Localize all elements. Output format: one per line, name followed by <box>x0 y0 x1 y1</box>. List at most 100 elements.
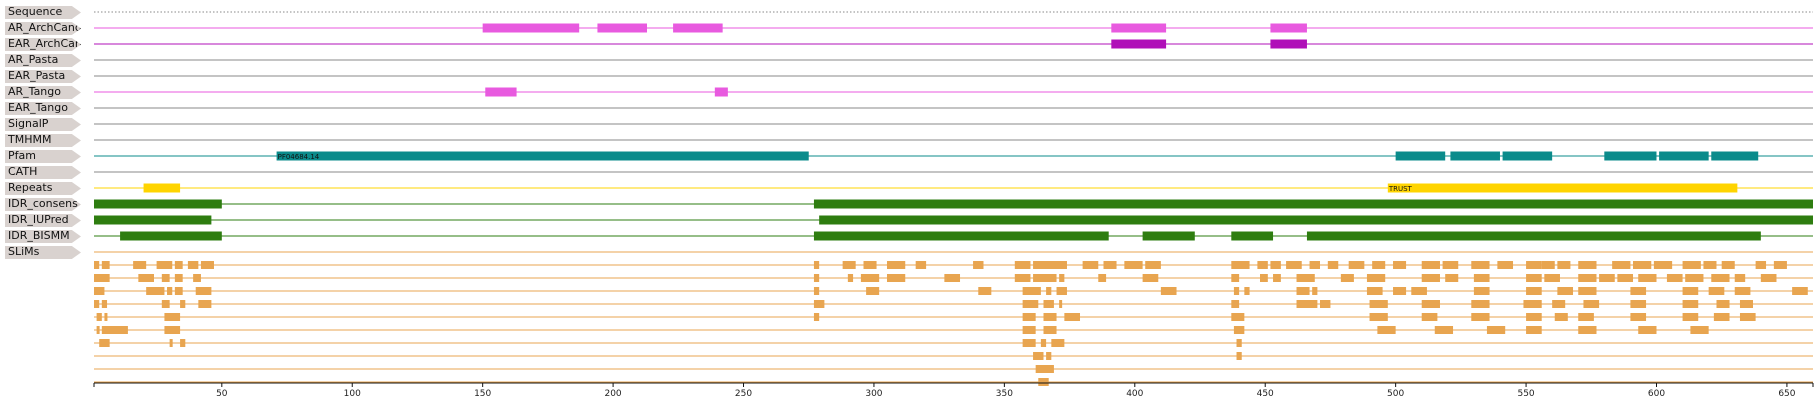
slim-bar[interactable] <box>1617 274 1634 282</box>
slim-bar[interactable] <box>860 274 880 282</box>
slim-bar[interactable] <box>1471 313 1490 321</box>
track-label-ar-tango[interactable]: AR_Tango <box>5 86 81 99</box>
slim-bar[interactable] <box>1578 326 1597 334</box>
slim-bar[interactable] <box>1033 274 1057 282</box>
slim-bar[interactable] <box>1022 339 1036 347</box>
slim-bar[interactable] <box>1046 352 1052 360</box>
slim-bar[interactable] <box>1682 313 1699 321</box>
slim-bar[interactable] <box>104 313 108 321</box>
feature-bar-idr-bismm[interactable] <box>120 231 222 241</box>
slim-bar[interactable] <box>1043 313 1057 321</box>
slim-bar[interactable] <box>156 261 173 269</box>
slim-bar[interactable] <box>169 339 173 347</box>
slim-bar[interactable] <box>1630 287 1647 295</box>
slim-bar[interactable] <box>1231 313 1245 321</box>
slim-bar[interactable] <box>1612 261 1631 269</box>
slim-bar[interactable] <box>1296 287 1310 295</box>
slim-bar[interactable] <box>1393 287 1407 295</box>
slim-bar[interactable] <box>1366 274 1386 282</box>
slim-bar[interactable] <box>1038 378 1049 386</box>
slim-bar[interactable] <box>1471 261 1490 269</box>
slim-bar[interactable] <box>94 300 100 308</box>
feature-bar-idr-consens[interactable] <box>813 199 1813 209</box>
slim-bar[interactable] <box>180 339 186 347</box>
slim-bar[interactable] <box>1630 300 1647 308</box>
slim-bar[interactable] <box>1056 287 1067 295</box>
slim-bar[interactable] <box>1231 300 1240 308</box>
slim-bar[interactable] <box>96 313 102 321</box>
slim-bar[interactable] <box>1033 261 1067 269</box>
slim-bar[interactable] <box>1734 287 1751 295</box>
slim-bar[interactable] <box>180 300 186 308</box>
slim-bar[interactable] <box>1526 287 1542 295</box>
feature-bar-ear-archcandy[interactable] <box>1270 39 1307 49</box>
slim-bar[interactable] <box>1638 274 1657 282</box>
slim-bar[interactable] <box>1366 287 1383 295</box>
track-label-tmhmm[interactable]: TMHMM <box>5 134 81 147</box>
track-label-ar-pasta[interactable]: AR_Pasta <box>5 54 81 67</box>
slim-bar[interactable] <box>138 274 154 282</box>
feature-bar-ear-archcandy[interactable] <box>1111 39 1167 49</box>
track-label-ear-pasta[interactable]: EAR_Pasta <box>5 70 81 83</box>
slim-bar[interactable] <box>1557 261 1571 269</box>
slim-bar[interactable] <box>94 274 110 282</box>
slim-bar[interactable] <box>813 287 820 295</box>
slim-bar[interactable] <box>99 339 110 347</box>
slim-bar[interactable] <box>1043 326 1057 334</box>
slim-bar[interactable] <box>101 300 108 308</box>
slim-bar[interactable] <box>1713 313 1730 321</box>
slim-bar[interactable] <box>94 287 105 295</box>
slim-bar[interactable] <box>1145 261 1161 269</box>
slim-bar[interactable] <box>1022 326 1036 334</box>
track-label-cath[interactable]: CATH <box>5 166 81 179</box>
feature-bar-ar-archcandy[interactable] <box>673 23 723 33</box>
slim-bar[interactable] <box>1233 287 1240 295</box>
slim-bar[interactable] <box>193 274 201 282</box>
slim-bar[interactable] <box>174 261 183 269</box>
slim-bar[interactable] <box>1046 287 1052 295</box>
slim-bar[interactable] <box>174 287 183 295</box>
slim-bar[interactable] <box>1059 300 1063 308</box>
slim-bar[interactable] <box>1327 261 1339 269</box>
slim-bar[interactable] <box>1739 313 1756 321</box>
slim-bar[interactable] <box>1022 287 1041 295</box>
feature-bar-pfam[interactable] <box>1659 151 1709 161</box>
slim-bar[interactable] <box>1286 261 1302 269</box>
feature-bar-idr-bismm[interactable] <box>1231 231 1274 241</box>
slim-bar[interactable] <box>1721 261 1735 269</box>
slim-bar[interactable] <box>1040 339 1047 347</box>
slim-bar[interactable] <box>200 261 214 269</box>
slim-bar[interactable] <box>866 287 880 295</box>
slim-bar[interactable] <box>1526 261 1542 269</box>
slim-bar[interactable] <box>1716 300 1730 308</box>
slim-bar[interactable] <box>1630 313 1647 321</box>
track-label-idr-bismm[interactable]: IDR_BISMM <box>5 230 81 243</box>
slim-bar[interactable] <box>1653 261 1673 269</box>
feature-bar-idr-bismm[interactable] <box>1142 231 1195 241</box>
slim-bar[interactable] <box>1124 261 1143 269</box>
slim-bar[interactable] <box>1526 326 1542 334</box>
slim-bar[interactable] <box>1051 339 1065 347</box>
slim-bar[interactable] <box>1035 365 1054 373</box>
slim-bar[interactable] <box>1734 274 1746 282</box>
slim-bar[interactable] <box>1270 261 1281 269</box>
slim-bar[interactable] <box>1236 352 1242 360</box>
feature-bar-idr-consens[interactable] <box>94 199 222 209</box>
slim-bar[interactable] <box>1393 261 1407 269</box>
slim-bar[interactable] <box>1434 326 1454 334</box>
slim-bar[interactable] <box>1526 313 1542 321</box>
slim-bar[interactable] <box>886 274 906 282</box>
feature-bar-pfam[interactable] <box>1395 151 1446 161</box>
slim-bar[interactable] <box>195 287 212 295</box>
slim-bar[interactable] <box>1064 313 1081 321</box>
slim-bar[interactable] <box>1098 274 1107 282</box>
slim-bar[interactable] <box>1760 274 1777 282</box>
slim-bar[interactable] <box>1773 261 1787 269</box>
track-label-slims[interactable]: SLiMs <box>5 246 81 259</box>
slim-bar[interactable] <box>1421 313 1438 321</box>
slim-bar[interactable] <box>1319 300 1331 308</box>
feature-bar-idr-bismm[interactable] <box>1306 231 1761 241</box>
feature-bar-pfam[interactable] <box>1450 151 1500 161</box>
slim-bar[interactable] <box>1043 300 1054 308</box>
slim-bar[interactable] <box>1739 300 1754 308</box>
